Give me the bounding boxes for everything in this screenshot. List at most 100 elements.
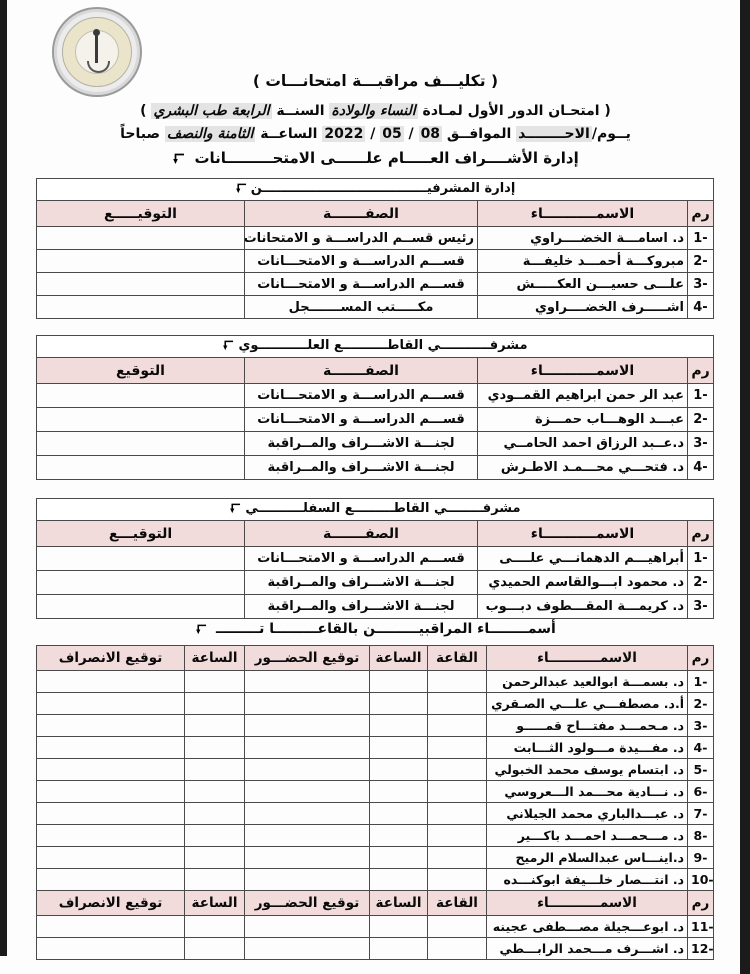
serial-cell: 6- bbox=[687, 780, 714, 803]
role-cell: قســـم الدراســـة و الامتحـــانات bbox=[244, 407, 478, 432]
hall-cell bbox=[427, 736, 487, 759]
name-cell: د. اسامـــة الخضــــراوي bbox=[477, 226, 688, 250]
hour-cell bbox=[369, 915, 428, 938]
hour-cell bbox=[184, 868, 245, 891]
table-title-text: مشرفـــــــــــي القاطــــــــــع العلــ… bbox=[238, 338, 528, 353]
column-header-role: الصفـــــــة bbox=[244, 357, 478, 384]
hour-cell bbox=[184, 736, 245, 759]
hour-cell bbox=[184, 937, 245, 960]
hall-cell bbox=[427, 780, 487, 803]
table-row: 11- د. ابوعـــجيلة مصـــطفى عجينه bbox=[36, 915, 714, 938]
hour-cell bbox=[369, 846, 428, 869]
serial-cell: 2- bbox=[687, 249, 714, 273]
serial-cell: 4- bbox=[687, 736, 714, 759]
role-cell: لجنـــة الاشـــراف والمــراقبة bbox=[244, 455, 478, 480]
signature-cell bbox=[36, 272, 245, 296]
scan-edge-right bbox=[740, 0, 750, 974]
hall-cell bbox=[427, 670, 487, 693]
serial-cell: 3- bbox=[687, 431, 714, 456]
date-line-text: الساعــة bbox=[255, 126, 323, 142]
signature-cell bbox=[35, 383, 246, 408]
hall-cell bbox=[427, 915, 487, 938]
table-title-cell: مشرفـــــــــــي القاطــــــــــع العلــ… bbox=[35, 335, 715, 358]
departure-signature-cell bbox=[36, 780, 185, 803]
table-header-row-repeat: رم الاسمـــــــــــاء القاعة الساعة توقي… bbox=[36, 890, 714, 916]
document-content: ( تكليـــف مراقبـــة امتحانـــات ) ( امت… bbox=[35, 72, 715, 960]
column-header-names: الاسمـــــــــــاء bbox=[477, 200, 688, 227]
departure-signature-cell bbox=[36, 868, 185, 891]
scan-edge-left bbox=[0, 0, 7, 956]
upper-sector-supervisors-table: مشرفـــــــــــي القاطــــــــــع العلــ… bbox=[35, 335, 715, 480]
subject-line-text: ( امتحـان الدور الأول لمـادة bbox=[417, 103, 611, 119]
column-header-attendance-signature: توقيع الحضـــور bbox=[244, 890, 370, 916]
table-title-cell: إدارة المشرفيـــــــــــــــــــــــــــ… bbox=[36, 178, 714, 201]
weekday-field: الاحــــــــد bbox=[516, 126, 592, 142]
hour-cell bbox=[184, 846, 245, 869]
hour-cell bbox=[184, 714, 245, 737]
column-header-hour: الساعة bbox=[369, 890, 428, 916]
serial-cell: 9- bbox=[687, 846, 714, 869]
serial-cell: 1- bbox=[687, 546, 714, 571]
signature-cell bbox=[35, 407, 246, 432]
table-header-row: رم الاسمـــــــــــاء الصفـــــــة التوق… bbox=[36, 200, 714, 227]
column-header-serial: رم bbox=[687, 890, 714, 916]
name-cell: أ.د. مصطفـــي علـــي الصـقري bbox=[486, 692, 688, 715]
serial-cell: 2- bbox=[687, 692, 714, 715]
document-title: ( تكليـــف مراقبـــة امتحانـــات ) bbox=[37, 72, 714, 90]
table-row: 2- د. محمود ابـــوالقاسم الحميدي لجنـــة… bbox=[35, 570, 714, 595]
serial-cell: 3- bbox=[687, 714, 714, 737]
role-cell: رئيس قســم الدراســـة و الامتحانات bbox=[244, 226, 478, 250]
column-header-names: الاسمـــــــــــاء bbox=[477, 357, 688, 384]
exam-subject-line: ( امتحـان الدور الأول لمـادة النساء والو… bbox=[37, 103, 714, 119]
name-cell: مبروكـــة أحمـــد خليفـــة bbox=[477, 249, 688, 273]
date-line-text: صباحاً bbox=[120, 126, 165, 142]
departure-signature-cell bbox=[36, 937, 185, 960]
hour-cell bbox=[184, 915, 245, 938]
university-seal-logo bbox=[52, 7, 142, 97]
hall-cell bbox=[427, 802, 487, 825]
hour-cell bbox=[369, 758, 428, 781]
subject-field: النساء والولادة bbox=[329, 103, 418, 119]
year-number-field: 2022 bbox=[322, 126, 366, 142]
name-cell: اشـــــرف الخضــــراوي bbox=[477, 295, 688, 319]
name-cell: د. فتحـــي محـــمـد الاطـرش bbox=[477, 455, 688, 480]
column-header-signature: التوقيع bbox=[35, 357, 246, 384]
table-row: 2- مبروكـــة أحمـــد خليفـــة قســـم الد… bbox=[36, 249, 714, 273]
administration-supervisors-table: إدارة المشرفيـــــــــــــــــــــــــــ… bbox=[36, 178, 714, 319]
hall-cell bbox=[427, 692, 487, 715]
table-header-row: رم الاسمـــــــــــاء الصفـــــــة التوق… bbox=[35, 520, 714, 547]
serial-cell: 3- bbox=[687, 272, 714, 296]
date-line-text: يــوم/ bbox=[591, 126, 631, 142]
hall-cell bbox=[427, 714, 487, 737]
general-supervision-heading: إدارة الأشــــراف العـــــام علــــــى ا… bbox=[37, 149, 714, 169]
general-supervision-text: إدارة الأشــــراف العـــــام علــــــى ا… bbox=[194, 149, 579, 167]
hour-cell bbox=[369, 736, 428, 759]
return-arrow-icon bbox=[195, 623, 207, 639]
hall-invigilators-table: رم الاسمـــــــــــاء القاعة الساعة توقي… bbox=[36, 645, 714, 960]
attendance-signature-cell bbox=[244, 758, 370, 781]
hour-cell bbox=[369, 937, 428, 960]
role-cell: لجنـــة الاشـــراف والمــراقبة bbox=[244, 594, 478, 619]
hour-cell bbox=[184, 802, 245, 825]
attendance-signature-cell bbox=[244, 714, 370, 737]
serial-cell: 11- bbox=[687, 915, 714, 938]
hour-cell bbox=[184, 780, 245, 803]
time-field: الثامنة والنصف bbox=[164, 126, 256, 142]
table-row: 8- د. مـــحمـــد احمـــد باكـــير bbox=[36, 824, 714, 847]
serial-cell: 12- bbox=[687, 937, 714, 960]
column-header-serial: رم bbox=[687, 520, 714, 547]
attendance-signature-cell bbox=[244, 802, 370, 825]
signature-cell bbox=[36, 295, 245, 319]
name-cell: د. مـحمـــد مفتـــاح قمـــــو bbox=[486, 714, 688, 737]
column-header-signature: التوقيـــع bbox=[35, 520, 246, 547]
role-cell: لجنـــة الاشـــراف والمــراقبة bbox=[244, 431, 478, 456]
signature-cell bbox=[35, 455, 246, 480]
table-title-cell: مشرفــــــــي القاطـــــــــع السفلـــــ… bbox=[35, 498, 715, 521]
table-title-row: مشرفــــــــي القاطـــــــــع السفلـــــ… bbox=[35, 498, 715, 521]
hour-cell bbox=[184, 670, 245, 693]
role-cell: قســـم الدراســـة و الامتحـــانات bbox=[244, 546, 478, 571]
table-row: 2- عبـــد الوهـــاب حمـــزة قســـم الدرا… bbox=[35, 407, 714, 432]
attendance-signature-cell bbox=[244, 780, 370, 803]
serial-cell: 2- bbox=[687, 407, 714, 432]
